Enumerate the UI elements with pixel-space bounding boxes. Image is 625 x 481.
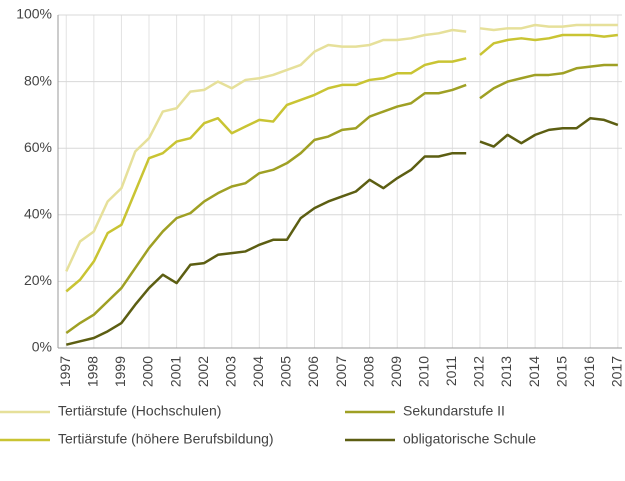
legend-label: Tertiärstufe (Hochschulen)	[58, 403, 221, 419]
x-tick-label: 2007	[333, 356, 349, 387]
y-tick-label: 20%	[24, 272, 52, 288]
legend-label: obligatorische Schule	[403, 431, 536, 447]
y-tick-label: 0%	[32, 339, 52, 355]
x-tick-label: 2012	[471, 356, 487, 387]
x-tick-label: 2004	[250, 356, 266, 387]
x-tick-label: 1999	[112, 356, 128, 387]
y-tick-label: 40%	[24, 206, 52, 222]
y-tick-label: 80%	[24, 72, 52, 88]
x-tick-label: 2001	[167, 356, 183, 387]
series-line	[65, 116, 619, 346]
x-tick-label: 2005	[278, 356, 294, 387]
legend-label: Sekundarstufe II	[403, 403, 505, 419]
x-tick-label: 1998	[85, 356, 101, 387]
x-tick-label: 2009	[388, 356, 404, 387]
x-tick-label: 2000	[140, 356, 156, 387]
x-tick-label: 2013	[498, 356, 514, 387]
x-tick-label: 1997	[57, 356, 73, 387]
x-tick-label: 2003	[222, 356, 238, 387]
x-tick-label: 2008	[360, 356, 376, 387]
y-tick-label: 60%	[24, 139, 52, 155]
series-line	[65, 23, 618, 272]
x-tick-label: 2016	[581, 356, 597, 387]
x-tick-label: 2014	[526, 356, 542, 387]
x-tick-label: 2015	[553, 356, 569, 387]
x-tick-label: 2010	[416, 356, 432, 387]
legend-label: Tertiärstufe (höhere Berufsbildung)	[58, 431, 274, 447]
x-tick-label: 2017	[609, 356, 625, 387]
x-tick-label: 2006	[305, 356, 321, 387]
x-tick-label: 2002	[195, 356, 211, 387]
series-line	[65, 33, 619, 293]
y-tick-label: 100%	[16, 6, 52, 22]
series-line	[65, 63, 618, 335]
x-tick-label: 2011	[443, 356, 459, 386]
